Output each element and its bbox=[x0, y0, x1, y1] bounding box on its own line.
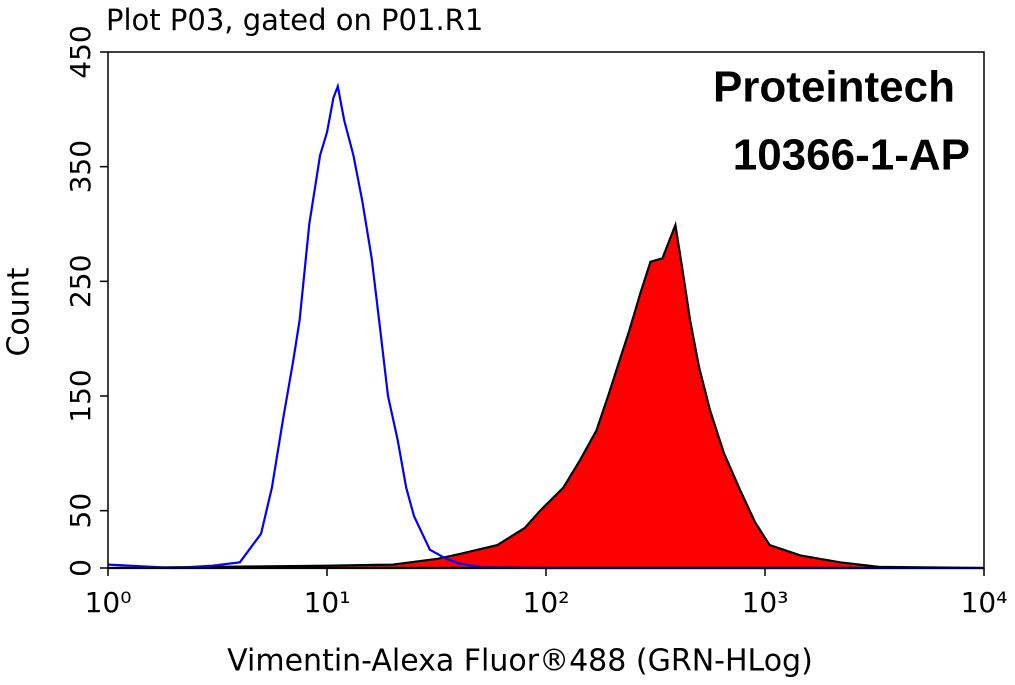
histogram-line bbox=[107, 82, 984, 570]
annotation: Proteintech bbox=[713, 63, 955, 112]
y-tick-label: 0 bbox=[64, 559, 97, 577]
chart-title: Plot P03, gated on P01.R1 bbox=[106, 3, 483, 37]
annotation: 10366-1-AP bbox=[733, 131, 970, 180]
y-tick-label: 350 bbox=[64, 140, 97, 193]
y-tick-label: 250 bbox=[64, 255, 97, 308]
y-tick-label: 150 bbox=[64, 369, 97, 422]
y-tick-label: 50 bbox=[64, 493, 97, 529]
x-axis-label: Vimentin-Alexa Fluor®488 (GRN-HLog) bbox=[227, 644, 813, 679]
x-tick-label: 10³ bbox=[742, 586, 789, 619]
y-axis-label: Count bbox=[2, 267, 37, 356]
x-tick-label: 10⁴ bbox=[961, 586, 1008, 619]
x-tick-label: 10² bbox=[523, 586, 570, 619]
x-tick-label: 10¹ bbox=[304, 586, 351, 619]
histogram-area bbox=[107, 220, 985, 570]
x-tick-label: 10⁰ bbox=[85, 586, 132, 619]
plot-frame bbox=[107, 51, 985, 569]
y-tick-label: 450 bbox=[64, 25, 97, 78]
